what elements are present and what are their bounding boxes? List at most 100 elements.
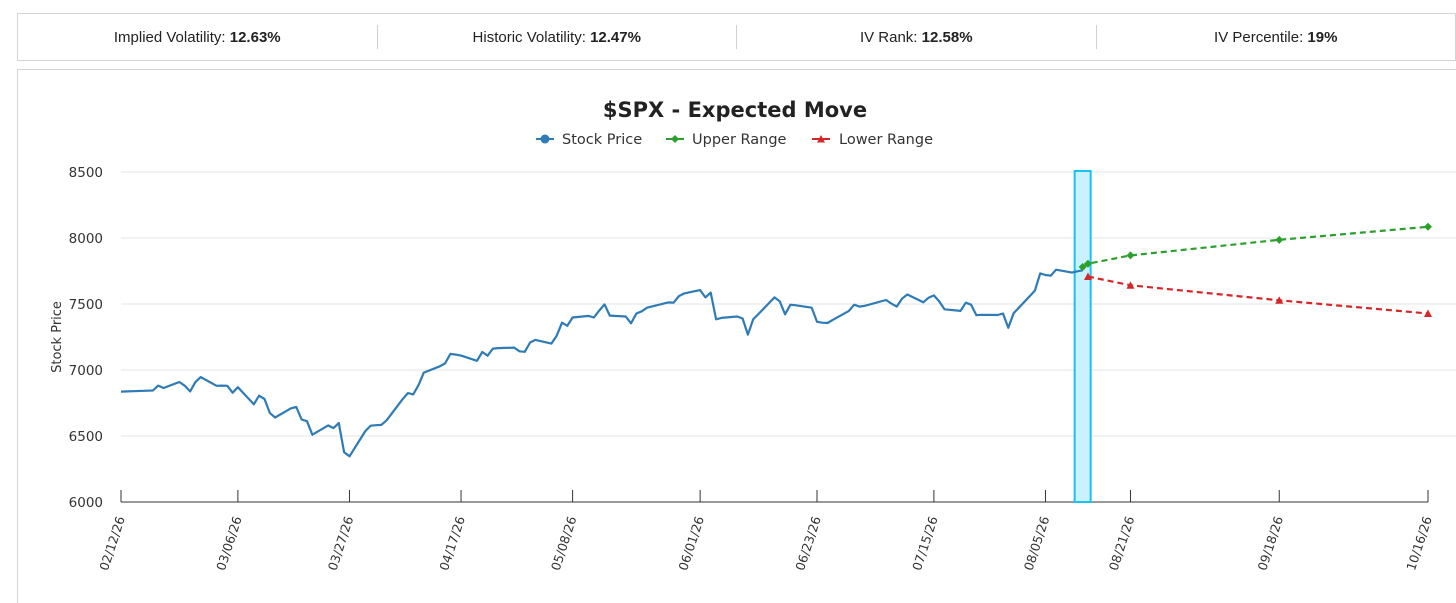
data-point-stock-price[interactable] [968,302,974,308]
data-point-stock-price[interactable] [198,374,204,380]
data-point-stock-price[interactable] [793,302,799,308]
data-point-stock-price[interactable] [373,422,379,428]
data-point-stock-price[interactable] [607,313,613,319]
data-point-stock-price[interactable] [437,363,443,369]
data-point-stock-price[interactable] [516,348,522,354]
data-point-stock-price[interactable] [410,391,416,397]
data-point-stock-price[interactable] [708,290,714,296]
data-point-stock-price[interactable] [293,404,299,410]
data-point-stock-price[interactable] [421,370,427,376]
data-point-stock-price[interactable] [256,393,262,399]
data-point-lower-range[interactable] [1126,281,1135,289]
data-point-stock-price[interactable] [495,345,501,351]
data-point-stock-price[interactable] [1069,270,1075,276]
data-point-stock-price[interactable] [904,291,910,297]
data-point-stock-price[interactable] [176,379,182,385]
data-point-stock-price[interactable] [899,296,905,302]
data-point-stock-price[interactable] [1048,273,1054,279]
data-point-stock-price[interactable] [857,304,863,310]
data-point-stock-price[interactable] [995,312,1001,318]
data-point-stock-price[interactable] [1011,310,1017,316]
data-point-stock-price[interactable] [267,410,273,416]
data-point-stock-price[interactable] [718,315,724,321]
current-date-highlight[interactable] [1073,170,1092,503]
data-point-stock-price[interactable] [697,287,703,293]
data-point-stock-price[interactable] [819,320,825,326]
data-point-stock-price[interactable] [862,303,868,309]
data-point-upper-range[interactable] [1083,259,1092,268]
data-point-stock-price[interactable] [230,390,236,396]
data-point-stock-price[interactable] [309,432,315,438]
data-point-stock-price[interactable] [1016,305,1022,311]
data-point-upper-range[interactable] [1275,235,1284,244]
data-point-stock-price[interactable] [331,425,337,431]
data-point-stock-price[interactable] [187,388,193,394]
data-point-stock-price[interactable] [272,415,278,421]
data-point-stock-price[interactable] [756,311,762,317]
data-point-stock-price[interactable] [442,360,448,366]
data-point-stock-price[interactable] [118,389,124,395]
data-point-stock-price[interactable] [963,300,969,306]
data-point-stock-price[interactable] [814,319,820,325]
data-point-stock-price[interactable] [219,383,225,389]
data-point-stock-price[interactable] [485,353,491,359]
data-point-stock-price[interactable] [846,308,852,314]
data-point-stock-price[interactable] [346,453,352,459]
data-point-stock-price[interactable] [458,353,464,359]
data-point-stock-price[interactable] [150,387,156,393]
data-point-stock-price[interactable] [787,302,793,308]
data-point-stock-price[interactable] [665,299,671,305]
data-point-stock-price[interactable] [145,388,151,394]
data-point-stock-price[interactable] [601,301,607,307]
data-point-stock-price[interactable] [920,299,926,305]
data-point-stock-price[interactable] [532,337,538,343]
data-point-stock-price[interactable] [336,420,342,426]
data-point-stock-price[interactable] [214,383,220,389]
data-point-stock-price[interactable] [957,308,963,314]
data-point-stock-price[interactable] [702,294,708,300]
data-point-stock-price[interactable] [299,417,305,423]
data-point-stock-price[interactable] [400,396,406,402]
data-point-stock-price[interactable] [182,383,188,389]
data-point-stock-price[interactable] [936,298,942,304]
data-point-stock-price[interactable] [1037,270,1043,276]
data-point-stock-price[interactable] [830,317,836,323]
legend-item-upper-range[interactable]: Upper Range [666,132,787,148]
data-point-stock-price[interactable] [1000,311,1006,317]
data-point-stock-price[interactable] [772,294,778,300]
data-point-stock-price[interactable] [453,352,459,358]
data-point-stock-price[interactable] [155,383,161,389]
data-point-stock-price[interactable] [628,320,634,326]
data-point-stock-price[interactable] [368,423,374,429]
data-point-stock-price[interactable] [777,298,783,304]
data-point-stock-price[interactable] [931,292,937,298]
data-point-stock-price[interactable] [671,300,677,306]
data-point-stock-price[interactable] [261,396,267,402]
data-point-upper-range[interactable] [1078,263,1087,272]
data-point-stock-price[interactable] [548,341,554,347]
data-point-stock-price[interactable] [1053,267,1059,273]
data-point-stock-price[interactable] [554,333,560,339]
data-point-stock-price[interactable] [782,311,788,317]
data-point-stock-price[interactable] [1005,325,1011,331]
data-point-stock-price[interactable] [681,290,687,296]
data-point-stock-price[interactable] [745,332,751,338]
data-point-stock-price[interactable] [740,316,746,322]
data-point-stock-price[interactable] [161,385,167,391]
data-point-stock-price[interactable] [490,346,496,352]
data-point-lower-range[interactable] [1083,272,1092,281]
data-point-stock-price[interactable] [825,320,831,326]
data-point-lower-range[interactable] [1275,296,1284,304]
data-point-stock-price[interactable] [224,383,230,389]
data-point-stock-price[interactable] [362,428,368,434]
data-point-stock-price[interactable] [511,345,517,351]
data-point-stock-price[interactable] [304,418,310,424]
data-point-stock-price[interactable] [1032,288,1038,294]
data-point-stock-price[interactable] [384,417,390,423]
data-point-stock-price[interactable] [973,312,979,318]
data-point-stock-price[interactable] [564,323,570,329]
data-point-stock-price[interactable] [676,293,682,299]
data-point-stock-price[interactable] [559,320,565,326]
chart-legend[interactable]: Stock Price Upper Range Lower Range [536,132,933,148]
data-point-stock-price[interactable] [734,314,740,320]
